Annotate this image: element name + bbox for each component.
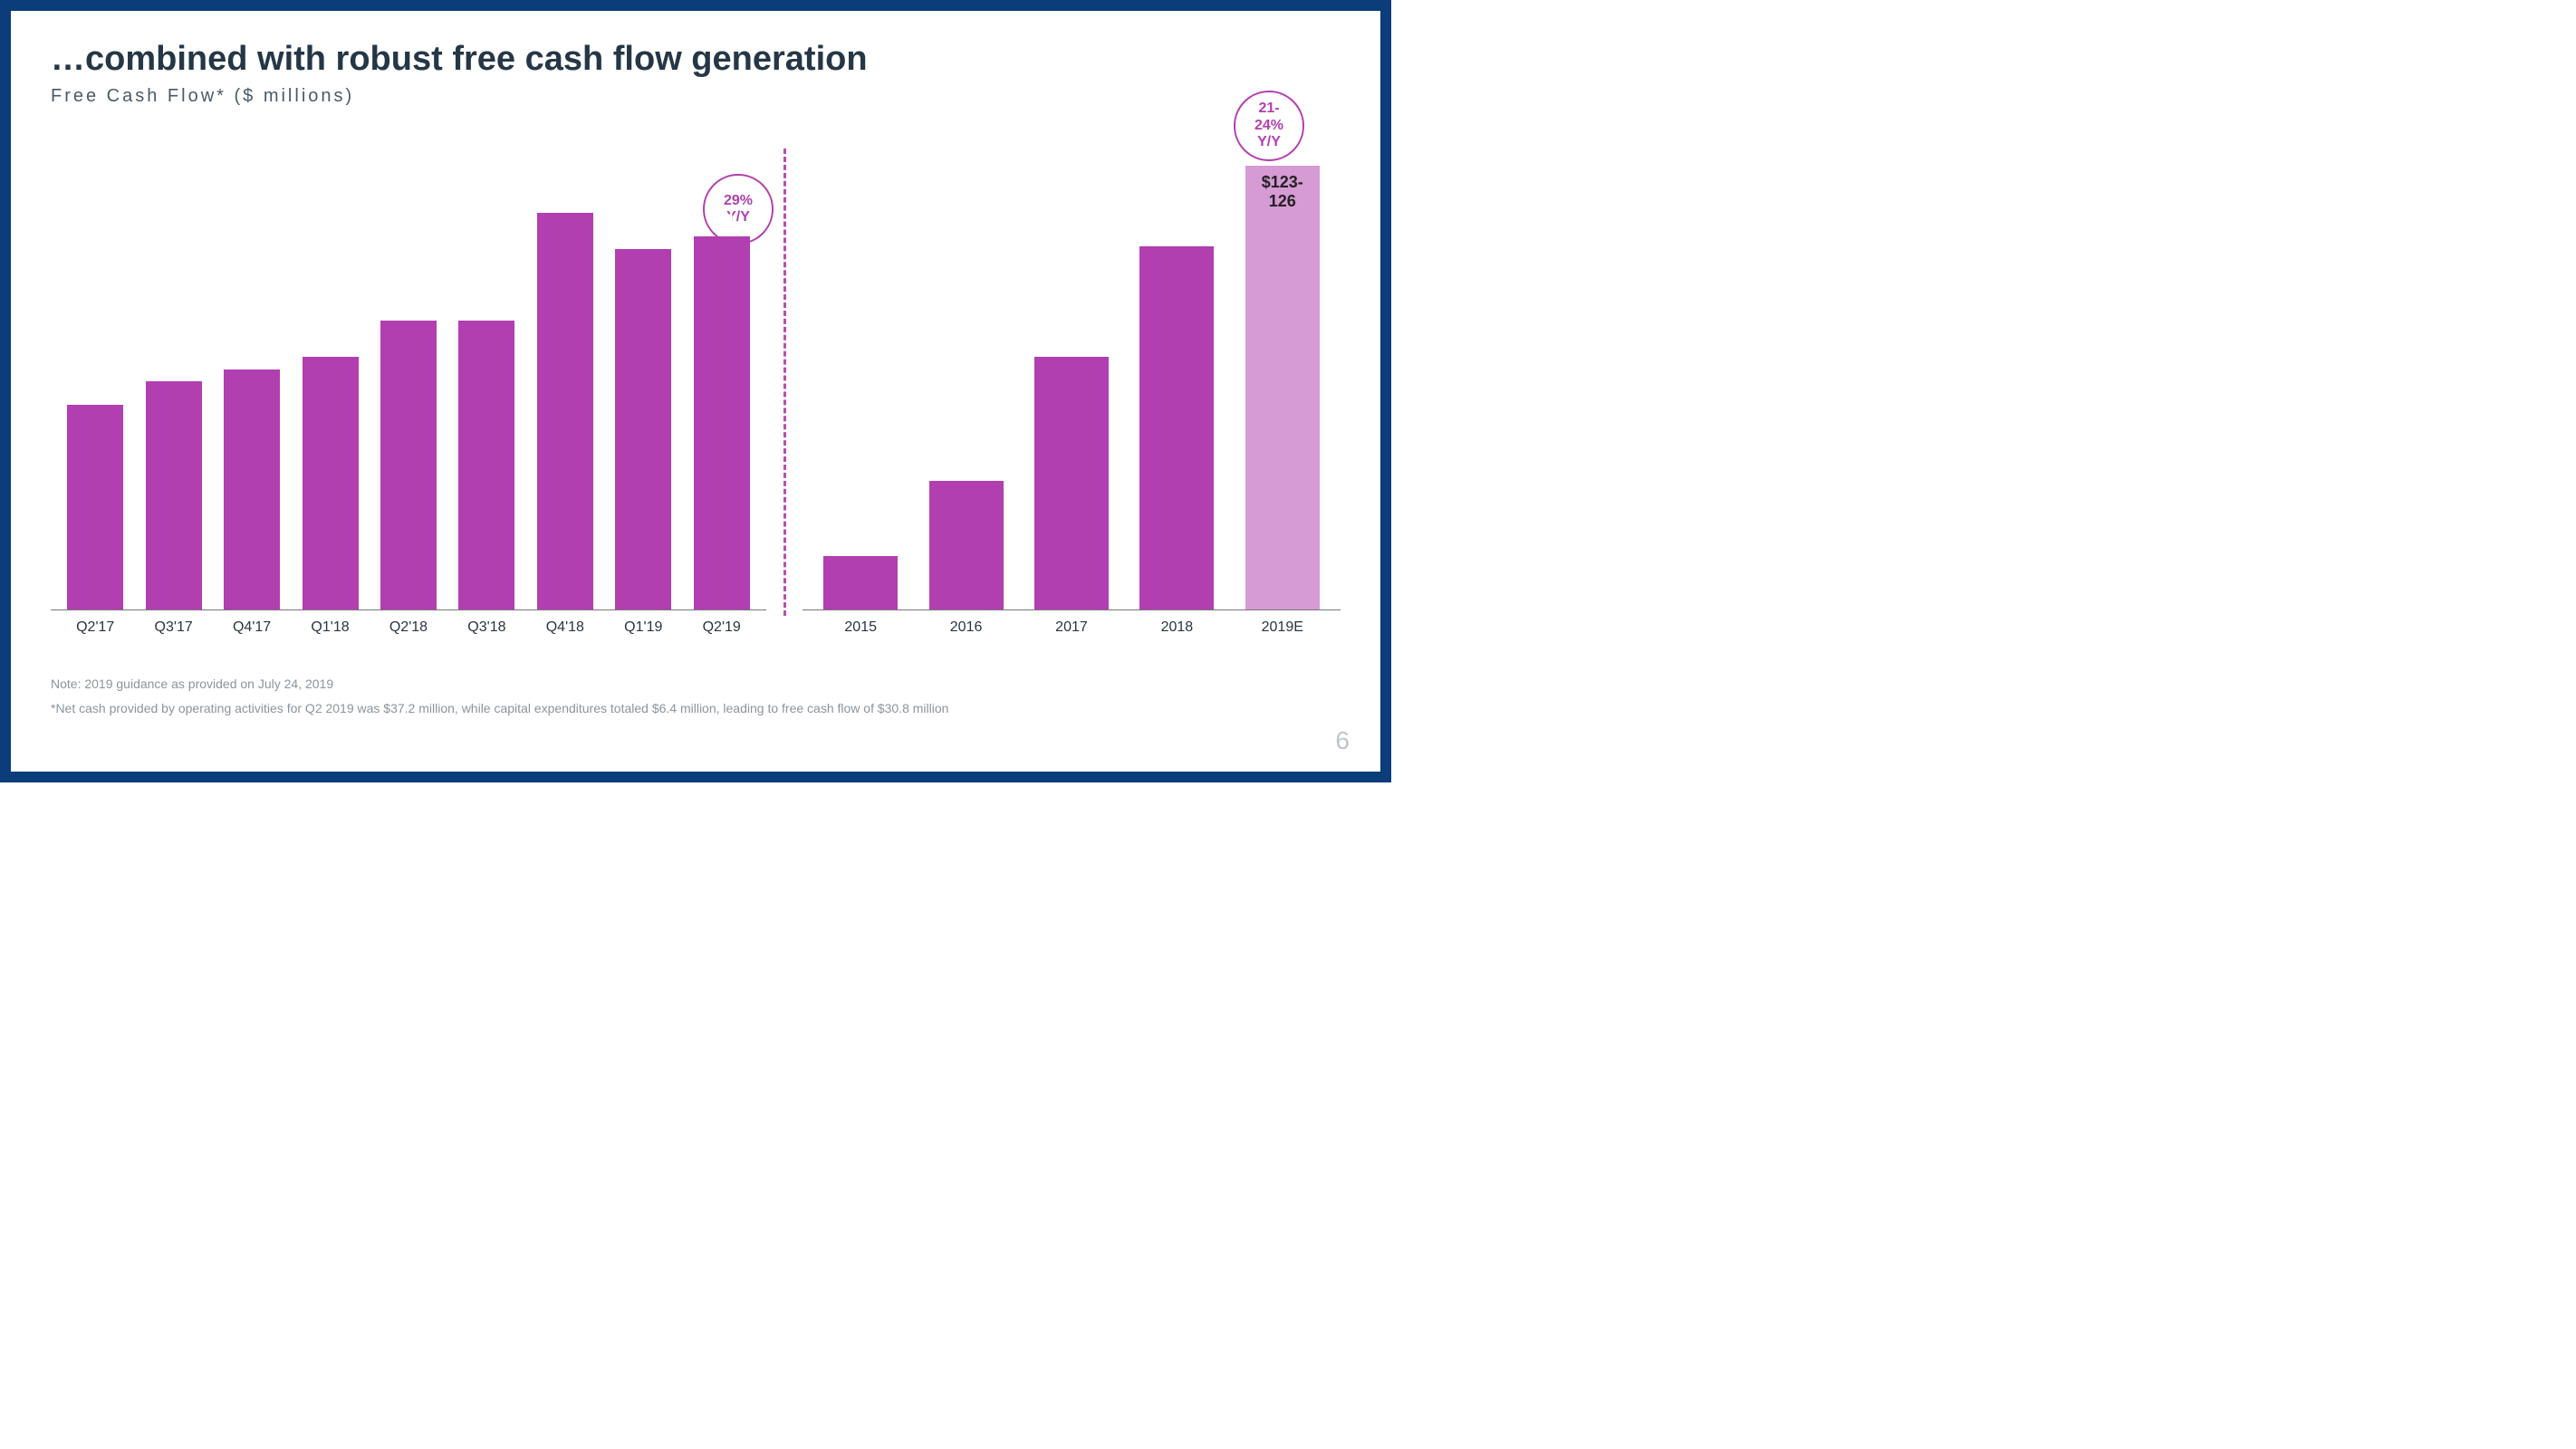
axis-label: Q2'17 <box>56 619 134 636</box>
bar: $24 <box>458 321 514 609</box>
bar-value-label: $123-126 <box>1251 173 1314 211</box>
bar-value-label: $24 <box>473 295 500 314</box>
footnotes: Note: 2019 guidance as provided on July … <box>51 672 1341 720</box>
bar-value-label: $36 <box>953 456 980 475</box>
axis-label: Q1'19 <box>604 619 682 636</box>
bar: $33 <box>537 213 593 609</box>
bar: $20 <box>224 369 280 610</box>
bar-col: $31 <box>683 129 761 609</box>
quarterly-axis-labels: Q2'17Q3'17Q4'17Q1'18Q2'18Q3'18Q4'18Q1'19… <box>51 610 766 636</box>
bar-value-label: $31 <box>708 211 735 230</box>
axis-label: 2016 <box>913 619 1018 636</box>
axis-label: 2019E <box>1230 619 1335 636</box>
annual-chart: 21- 24% Y/Y $15$36$71$102$123-126 201520… <box>803 129 1341 636</box>
divider-line <box>783 149 786 615</box>
bar: $17 <box>67 405 123 609</box>
bar: $31 <box>694 236 750 609</box>
bar-value-label: $24 <box>395 295 422 314</box>
bar: $24 <box>380 321 437 609</box>
bar: $21 <box>303 357 359 609</box>
axis-label: 2018 <box>1124 619 1229 636</box>
bar-col: $24 <box>447 129 525 609</box>
quarterly-chart: 29% Y/Y $17$19$20$21$24$24$33$30$31 Q2'1… <box>51 129 766 636</box>
annual-axis-labels: 20152016201720182019E <box>803 610 1341 636</box>
slide-subtitle: Free Cash Flow* ($ millions) <box>51 86 1341 107</box>
axis-label: Q2'18 <box>370 619 447 636</box>
bar: $15 <box>823 556 898 609</box>
bar-value-label: $21 <box>317 331 344 350</box>
bar-value-label: $33 <box>552 187 579 206</box>
footnote-1: Note: 2019 guidance as provided on July … <box>51 672 1341 696</box>
bar-value-label: $15 <box>847 531 874 550</box>
bar-value-label: $17 <box>82 379 109 398</box>
bar-col: $33 <box>526 129 604 609</box>
bar: $71 <box>1034 357 1109 609</box>
bar: $36 <box>929 481 1004 609</box>
bar-col: $17 <box>56 129 134 609</box>
quarterly-bars-area: $17 $19 $20 $21 $24 $24 $33 $30 $31 <box>51 129 766 610</box>
annual-bars-area: $15 $36 $71 $102 $123-126 <box>803 129 1341 610</box>
axis-label: Q3'18 <box>447 619 525 636</box>
bar-col: $19 <box>134 129 212 609</box>
axis-label: Q4'17 <box>213 619 291 636</box>
bar-value-label: $20 <box>238 344 265 363</box>
bar-value-label: $102 <box>1158 221 1195 240</box>
bar-col: $71 <box>1019 129 1124 609</box>
bar-value-label: $19 <box>160 356 187 375</box>
bar-col: $36 <box>913 129 1018 609</box>
callout-text: 21- <box>1258 101 1279 117</box>
charts-row: 29% Y/Y $17$19$20$21$24$24$33$30$31 Q2'1… <box>51 129 1341 636</box>
bar: $30 <box>615 249 671 609</box>
bar-col: $24 <box>370 129 447 609</box>
bar: $123-126 <box>1245 166 1320 609</box>
axis-label: Q2'19 <box>683 619 761 636</box>
axis-label: Q1'18 <box>291 619 369 636</box>
bar-value-label: $71 <box>1058 331 1085 350</box>
footnote-2: *Net cash provided by operating activiti… <box>51 696 1341 721</box>
bar: $19 <box>146 381 202 609</box>
bar-col: $21 <box>291 129 369 609</box>
bar-col: $20 <box>213 129 291 609</box>
slide-title: …combined with robust free cash flow gen… <box>51 40 1341 79</box>
axis-label: 2017 <box>1019 619 1124 636</box>
bar: $102 <box>1139 246 1214 609</box>
axis-label: 2015 <box>808 619 913 636</box>
bar-col: $15 <box>808 129 913 609</box>
bar-col: $30 <box>604 129 682 609</box>
bar-value-label: $30 <box>630 224 657 243</box>
page-number: 6 <box>1335 726 1350 755</box>
axis-label: Q3'17 <box>134 619 212 636</box>
slide-frame: …combined with robust free cash flow gen… <box>0 0 1391 782</box>
axis-label: Q4'18 <box>526 619 604 636</box>
bar-col: $123-126 <box>1230 129 1335 609</box>
bar-col: $102 <box>1124 129 1229 609</box>
